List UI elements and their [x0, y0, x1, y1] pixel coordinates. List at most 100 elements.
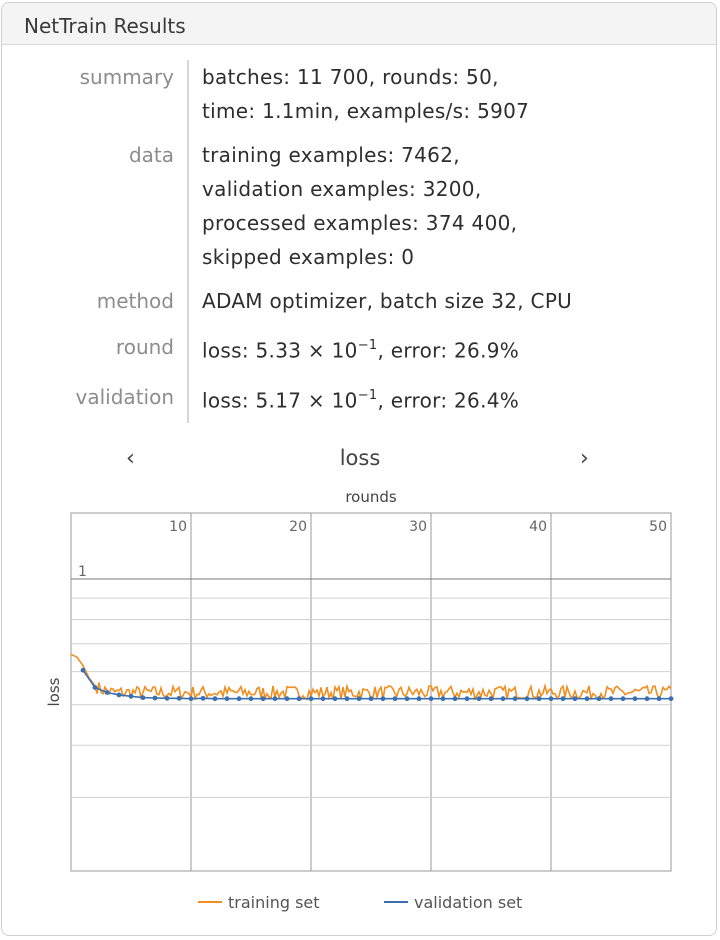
method-row: method ADAM optimizer, batch size 32, CP… [0, 284, 716, 318]
row-key-data: data [128, 143, 174, 167]
series-group [70, 653, 674, 702]
validation-point [152, 695, 158, 701]
legend-swatch-validation [384, 900, 408, 903]
chevron-right-icon[interactable]: › [580, 446, 589, 471]
legend-validation: validation set [384, 893, 522, 912]
validation-point [584, 696, 590, 702]
row-separator [187, 330, 189, 368]
row-key-validation: validation [75, 384, 174, 409]
validation-point [104, 690, 110, 695]
row-separator [187, 284, 189, 318]
validation-point [620, 696, 626, 702]
validation-point [380, 696, 386, 702]
round-loss-exponent: −1 [357, 338, 378, 353]
validation-point [188, 696, 194, 702]
validation-point [464, 696, 470, 702]
validation-point [668, 696, 674, 702]
validation-point [512, 696, 518, 702]
legend-label-validation: validation set [414, 893, 523, 912]
validation-point [116, 692, 122, 698]
validation-point [80, 667, 86, 673]
validation-point [296, 696, 302, 702]
validation-point [656, 696, 662, 702]
row-separator [187, 60, 189, 128]
validation-point [236, 696, 242, 702]
validation-point [92, 685, 98, 690]
validation-point [548, 696, 554, 702]
summary-row: summary batches: 11 700, rounds: 50, tim… [0, 60, 716, 128]
validation-row: validation loss: 5.17 × 10−1, error: 26.… [0, 379, 716, 418]
x-tick-label: 30 [409, 519, 427, 535]
validation-point [572, 696, 578, 702]
validation-point [320, 696, 326, 702]
validation-point [536, 696, 542, 702]
validation-point [428, 696, 434, 702]
data-line: skipped examples: 0 [202, 245, 415, 269]
legend-training: training set [198, 893, 320, 912]
x-tick-label: 10 [169, 519, 187, 535]
legend-swatch-training [198, 900, 222, 903]
validation-point [308, 696, 314, 702]
training-set-line [70, 653, 672, 702]
summary-grid: summary batches: 11 700, rounds: 50, tim… [0, 60, 716, 424]
data-line: validation examples: 3200, [202, 177, 482, 201]
validation-point [632, 696, 638, 702]
validation-point [500, 696, 506, 702]
summary-line: time: 1.1min, examples/s: 5907 [202, 99, 530, 123]
validation-error-text: , error: 26.4% [377, 388, 520, 413]
validation-point [344, 696, 350, 702]
validation-point [128, 693, 134, 699]
gridlines [71, 513, 671, 871]
y-axis-label: loss [45, 677, 63, 706]
x-axis-label: rounds [345, 488, 397, 506]
validation-point [452, 696, 458, 702]
validation-point [164, 695, 170, 701]
row-key-round: round [115, 335, 174, 359]
validation-point [200, 695, 206, 701]
validation-point [416, 696, 422, 702]
row-key-method: method [96, 289, 174, 313]
x-tick-labels: 10 20 30 40 50 [169, 519, 667, 535]
validation-point [248, 696, 254, 702]
round-error-text: , error: 26.9% [377, 338, 520, 363]
round-row: round loss: 5.33 × 10−1, error: 26.9% [0, 330, 716, 368]
validation-point [272, 696, 278, 702]
validation-point [356, 696, 362, 702]
data-line: processed examples: 374 400, [202, 211, 518, 235]
validation-point [488, 696, 494, 702]
validation-point [644, 696, 650, 702]
validation-loss-text: loss: 5.17 × 10 [202, 388, 358, 413]
validation-point [608, 696, 614, 702]
round-loss-text: loss: 5.33 × 10 [202, 338, 358, 363]
row-value-data: training examples: 7462, validation exam… [202, 138, 517, 274]
data-row: data training examples: 7462, validation… [0, 138, 716, 274]
x-tick-label: 40 [529, 519, 547, 535]
chevron-left-icon[interactable]: ‹ [126, 446, 135, 471]
window-title: NetTrain Results [24, 14, 186, 38]
validation-point [332, 696, 338, 702]
validation-point [260, 696, 266, 702]
summary-line: batches: 11 700, rounds: 50, [202, 65, 499, 89]
x-tick-label: 20 [289, 519, 307, 535]
row-value-round: loss: 5.33 × 10−1, error: 26.9% [202, 330, 519, 368]
validation-point [524, 696, 530, 702]
validation-point [284, 696, 290, 702]
validation-point [476, 696, 482, 702]
row-value-summary: batches: 11 700, rounds: 50, time: 1.1mi… [202, 60, 529, 128]
row-value-validation: loss: 5.17 × 10−1, error: 26.4% [202, 380, 519, 418]
validation-point [404, 696, 410, 702]
legend-label-training: training set [228, 893, 320, 912]
row-value-method: ADAM optimizer, batch size 32, CPU [202, 289, 573, 313]
y-tick-label-1: 1 [78, 564, 87, 580]
title-bar: NetTrain Results [2, 3, 716, 45]
validation-point [140, 695, 146, 701]
validation-point [176, 695, 182, 701]
validation-point [440, 696, 446, 702]
data-line: training examples: 7462, [202, 143, 460, 167]
validation-point [368, 696, 374, 702]
validation-point [596, 696, 602, 702]
validation-point [212, 696, 218, 702]
x-tick-label: 50 [649, 519, 667, 535]
